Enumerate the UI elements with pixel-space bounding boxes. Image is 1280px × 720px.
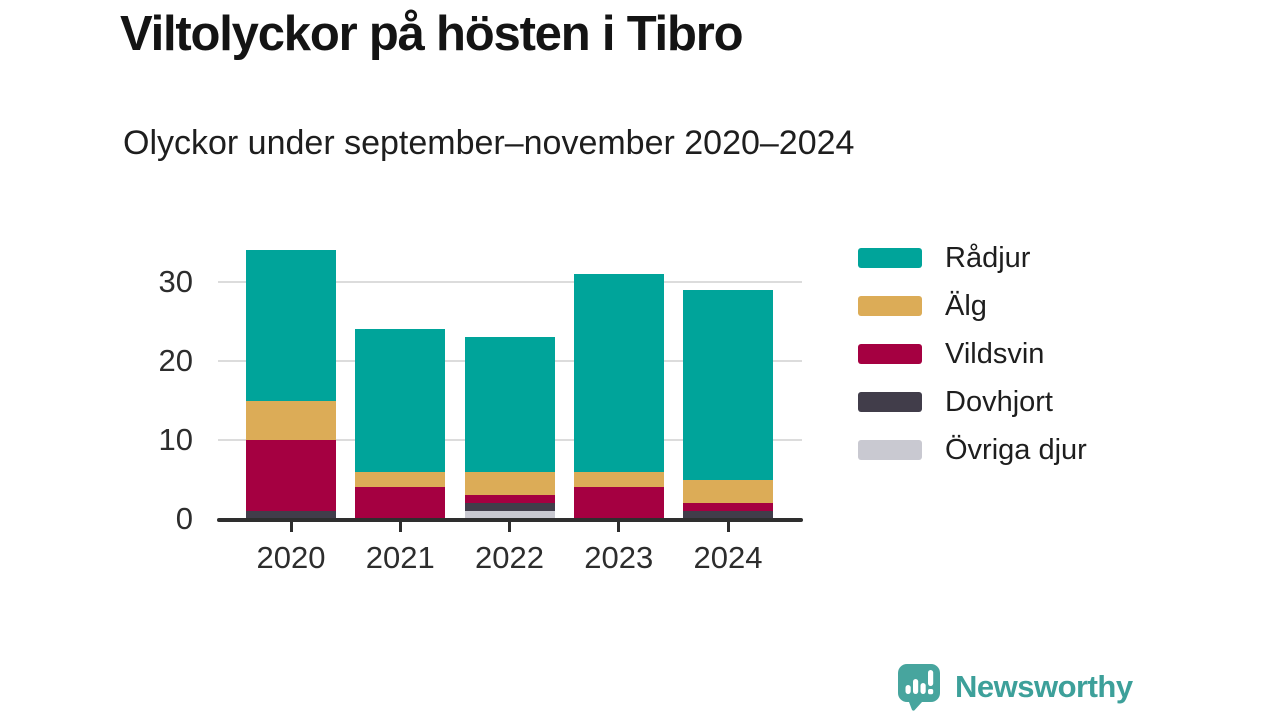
bar-segment-2020-Älg	[246, 400, 336, 440]
legend-item-Övriga djur: Övriga djur	[858, 433, 1087, 466]
legend-swatch-Vildsvin	[858, 344, 922, 364]
chart-subtitle: Olyckor under september–november 2020–20…	[123, 124, 855, 162]
y-tick-label-0: 0	[175, 501, 193, 536]
chart-title: Viltolyckor på hösten i Tibro	[120, 7, 744, 61]
x-tick-2024	[726, 522, 730, 532]
legend-swatch-Älg	[858, 296, 922, 316]
bar-segment-2021-Rådjur	[355, 329, 446, 472]
legend-item-Vildsvin: Vildsvin	[858, 337, 1045, 370]
legend-item-Rådjur: Rådjur	[858, 241, 1031, 274]
bar-segment-2022-Rådjur	[464, 337, 555, 472]
legend-label-Älg: Älg	[945, 289, 987, 322]
x-tick-label-2021: 2021	[365, 540, 435, 575]
plot-area	[218, 240, 802, 519]
bar-segment-2024-Vildsvin	[683, 503, 773, 512]
legend-label-Övriga djur: Övriga djur	[945, 433, 1087, 466]
legend-label-Vildsvin: Vildsvin	[945, 337, 1045, 370]
bar-segment-2020-Dovhjort	[246, 511, 336, 519]
bar-segment-2021-Älg	[355, 471, 446, 488]
bar-segment-2022-Övriga djur	[464, 511, 555, 519]
bar-segment-2024-Älg	[683, 479, 773, 504]
bar-segment-2024-Rådjur	[683, 289, 773, 480]
legend-item-Dovhjort: Dovhjort	[858, 385, 1053, 418]
x-tick-label-2023: 2023	[584, 540, 654, 575]
bar-segment-2022-Dovhjort	[464, 503, 555, 512]
x-tick-2021	[398, 522, 402, 532]
brand-footer: Newsworthy	[897, 663, 1133, 711]
legend-item-Älg: Älg	[858, 289, 987, 322]
gridline-30	[218, 281, 802, 283]
x-tick-2023	[617, 522, 621, 532]
y-tick-label-20: 20	[158, 343, 193, 378]
x-tick-2020	[289, 522, 293, 532]
bar-segment-2023-Rådjur	[573, 274, 664, 472]
newsworthy-logo-icon	[898, 664, 940, 711]
x-tick-label-2020: 2020	[256, 540, 326, 575]
legend-label-Rådjur: Rådjur	[945, 241, 1031, 274]
legend-swatch-Dovhjort	[858, 392, 922, 412]
x-tick-2022	[508, 522, 511, 532]
y-tick-label-30: 30	[158, 264, 193, 299]
y-tick-label-10: 10	[158, 422, 193, 457]
x-tick-label-2022: 2022	[475, 540, 544, 575]
bar-segment-2022-Vildsvin	[464, 495, 555, 504]
x-axis-line	[217, 518, 803, 522]
legend-label-Dovhjort: Dovhjort	[945, 385, 1053, 418]
legend-swatch-Rådjur	[858, 248, 922, 268]
bar-segment-2024-Dovhjort	[683, 511, 773, 519]
brand-name: Newsworthy	[955, 669, 1133, 704]
x-tick-label-2024: 2024	[693, 540, 763, 575]
bar-segment-2020-Rådjur	[246, 250, 336, 401]
bar-segment-2021-Vildsvin	[355, 487, 446, 519]
bar-segment-2023-Älg	[573, 471, 664, 488]
bar-segment-2020-Vildsvin	[246, 440, 336, 512]
legend-swatch-Övriga djur	[858, 440, 922, 460]
bar-segment-2023-Vildsvin	[573, 487, 664, 519]
bar-segment-2022-Älg	[464, 471, 555, 496]
